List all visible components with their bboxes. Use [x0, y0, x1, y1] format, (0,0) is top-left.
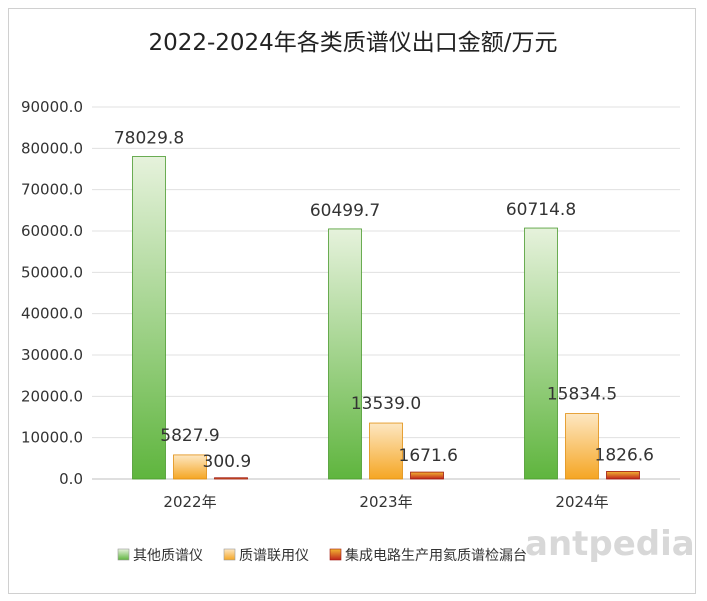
data-label: 1671.6 — [399, 446, 458, 466]
helium-leak-bar — [410, 471, 444, 480]
x-tick-label: 2024年 — [555, 493, 608, 511]
y-tick-label: 90000.0 — [21, 98, 83, 116]
data-labels: 78029.8 5827.9 300.9 60499.7 13539.0 1671.6 60… — [114, 128, 654, 471]
y-tick-label: 20000.0 — [21, 387, 83, 405]
legend-item-lcms[interactable]: 质谱联用仪 — [223, 548, 309, 564]
y-tick-label: 10000.0 — [21, 429, 83, 447]
legend-label: 质谱联用仪 — [239, 548, 309, 564]
y-tick-label: 60000.0 — [21, 222, 83, 240]
chart-title: 2022-2024年各类质谱仪出口金额/万元 — [148, 30, 557, 56]
axes: 0.0 10000.0 20000.0 30000.0 40000.0 50000.0 60… — [21, 98, 609, 511]
watermark: antpedia — [525, 524, 695, 564]
other-ms-bar — [132, 156, 166, 480]
other-ms-bar — [524, 227, 558, 480]
y-tick-label: 30000.0 — [21, 346, 83, 364]
legend-label: 集成电路生产用氦质谱检漏台 — [345, 547, 527, 564]
data-label: 300.9 — [203, 452, 252, 472]
data-label: 60714.8 — [506, 200, 576, 220]
data-label: 13539.0 — [351, 394, 421, 414]
bars — [132, 156, 640, 480]
lcms-bar — [369, 422, 403, 480]
data-label: 5827.9 — [160, 426, 219, 446]
y-tick-label: 50000.0 — [21, 263, 83, 281]
data-label: 60499.7 — [310, 201, 380, 221]
y-tick-label: 0.0 — [59, 470, 83, 488]
legend-item-other-ms[interactable]: 其他质谱仪 — [117, 548, 203, 564]
legend-swatch — [329, 548, 342, 561]
legend: 其他质谱仪 质谱联用仪 集成电路生产用氦质谱检漏台 — [117, 547, 527, 564]
helium-leak-bar — [606, 471, 640, 480]
helium-leak-bar — [214, 477, 248, 480]
legend-label: 其他质谱仪 — [133, 548, 203, 564]
x-tick-label: 2023年 — [359, 493, 412, 511]
legend-swatch — [223, 548, 236, 561]
legend-item-helium-leak[interactable]: 集成电路生产用氦质谱检漏台 — [329, 547, 527, 564]
y-tick-label: 40000.0 — [21, 305, 83, 323]
data-label: 15834.5 — [547, 385, 617, 405]
x-tick-label: 2022年 — [163, 493, 216, 511]
lcms-bar — [565, 413, 599, 480]
y-tick-label: 70000.0 — [21, 181, 83, 199]
y-tick-label: 80000.0 — [21, 139, 83, 157]
lcms-bar — [173, 454, 207, 480]
data-label: 1826.6 — [595, 445, 654, 465]
data-label: 78029.8 — [114, 128, 184, 148]
legend-swatch — [117, 548, 130, 561]
other-ms-bar — [328, 228, 362, 480]
